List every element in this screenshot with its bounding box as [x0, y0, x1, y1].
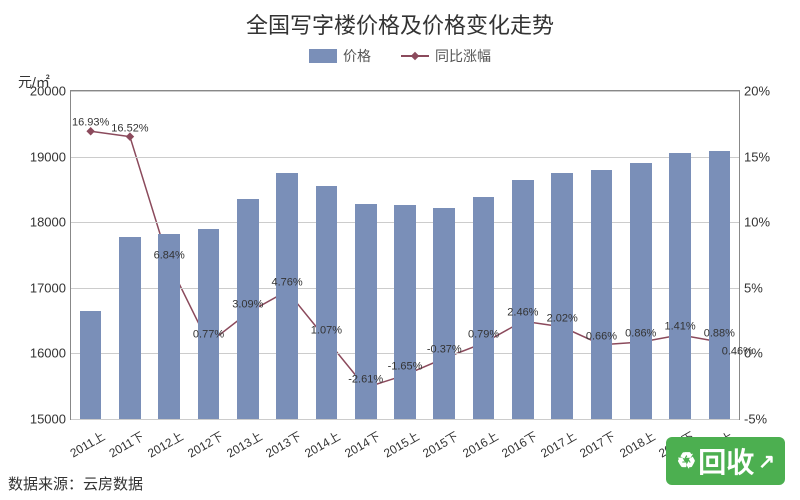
x-tick: 2017上: [537, 427, 579, 461]
y1-tick: 20000: [21, 84, 66, 99]
y2-tick: -5%: [744, 412, 784, 427]
gridline: [71, 91, 739, 92]
x-tick: 2014上: [302, 427, 344, 461]
y1-tick: 17000: [21, 280, 66, 295]
bar: [276, 173, 298, 419]
y2-tick: 10%: [744, 215, 784, 230]
legend-line-swatch: [401, 55, 429, 57]
line-value-label: 2.46%: [507, 307, 538, 319]
bar: [473, 197, 495, 419]
legend-bar-swatch: [309, 49, 337, 63]
bar: [158, 234, 180, 419]
x-tick: 2014下: [341, 427, 383, 461]
watermark-badge: ♻ 回收 ↗: [666, 437, 785, 485]
y1-tick: 16000: [21, 346, 66, 361]
bar: [355, 204, 377, 419]
line-value-label: 16.52%: [111, 122, 148, 134]
recycle-icon: ♻: [676, 448, 696, 474]
line-value-label: 0.86%: [625, 328, 656, 340]
line-value-label: 6.84%: [154, 249, 185, 261]
x-tick: 2011下: [106, 428, 147, 462]
line-value-label: 0.79%: [468, 329, 499, 341]
line-value-label: -0.37%: [427, 344, 462, 356]
x-tick: 2011上: [66, 428, 107, 462]
x-tick: 2018上: [616, 427, 658, 461]
line-value-label: 2.02%: [547, 312, 578, 324]
line-value-label: 0.77%: [193, 329, 224, 341]
bar: [433, 208, 455, 419]
bar: [316, 186, 338, 419]
x-tick: 2015上: [380, 427, 422, 461]
legend: 价格 同比涨幅: [0, 46, 800, 66]
line-value-label: 0.66%: [586, 330, 617, 342]
y2-tick: 15%: [744, 149, 784, 164]
gridline: [71, 157, 739, 158]
x-tick: 2016下: [498, 427, 540, 461]
line-value-label: 4.76%: [272, 277, 303, 289]
legend-bar: 价格: [309, 46, 371, 66]
y1-tick: 18000: [21, 215, 66, 230]
watermark-arrow-icon: ↗: [758, 449, 775, 474]
chart-container: 全国写字楼价格及价格变化走势 价格 同比涨幅 元/㎡ 1500016000170…: [0, 0, 800, 500]
bar: [80, 311, 102, 419]
bar: [630, 163, 652, 419]
bar: [669, 153, 691, 419]
y1-tick: 19000: [21, 149, 66, 164]
source-text: 数据来源：云房数据: [8, 473, 143, 494]
bar: [198, 229, 220, 419]
line-value-label-extra: 0.46%: [722, 345, 753, 357]
y1-tick: 15000: [21, 412, 66, 427]
bar: [551, 173, 573, 419]
x-tick: 2012上: [144, 427, 186, 461]
x-tick: 2017下: [577, 427, 619, 461]
x-tick: 2015下: [420, 427, 462, 461]
y2-tick: 5%: [744, 280, 784, 295]
line-value-label: 3.09%: [232, 298, 263, 310]
bar: [512, 180, 534, 419]
watermark-text: 回收: [698, 441, 754, 481]
x-tick: 2012下: [184, 427, 226, 461]
plot-area: 150001600017000180001900020000-5%0%5%10%…: [70, 90, 740, 420]
x-tick: 2016上: [459, 427, 501, 461]
legend-line: 同比涨幅: [401, 46, 491, 66]
x-tick: 2013上: [223, 427, 265, 461]
chart-title: 全国写字楼价格及价格变化走势: [0, 0, 800, 40]
line-value-label: -1.65%: [388, 361, 423, 373]
bar: [394, 205, 416, 419]
x-tick: 2013下: [262, 427, 304, 461]
legend-line-label: 同比涨幅: [435, 46, 491, 66]
bar: [591, 170, 613, 419]
line-value-label: 16.93%: [72, 117, 109, 129]
y2-tick: 20%: [744, 84, 784, 99]
line-value-label: 0.88%: [704, 327, 735, 339]
line-value-label: 1.07%: [311, 325, 342, 337]
bar: [119, 237, 141, 419]
bar: [709, 151, 731, 419]
line-value-label: -2.61%: [348, 373, 383, 385]
legend-bar-label: 价格: [343, 46, 371, 66]
line-value-label: 1.41%: [664, 320, 695, 332]
gridline: [71, 419, 739, 420]
